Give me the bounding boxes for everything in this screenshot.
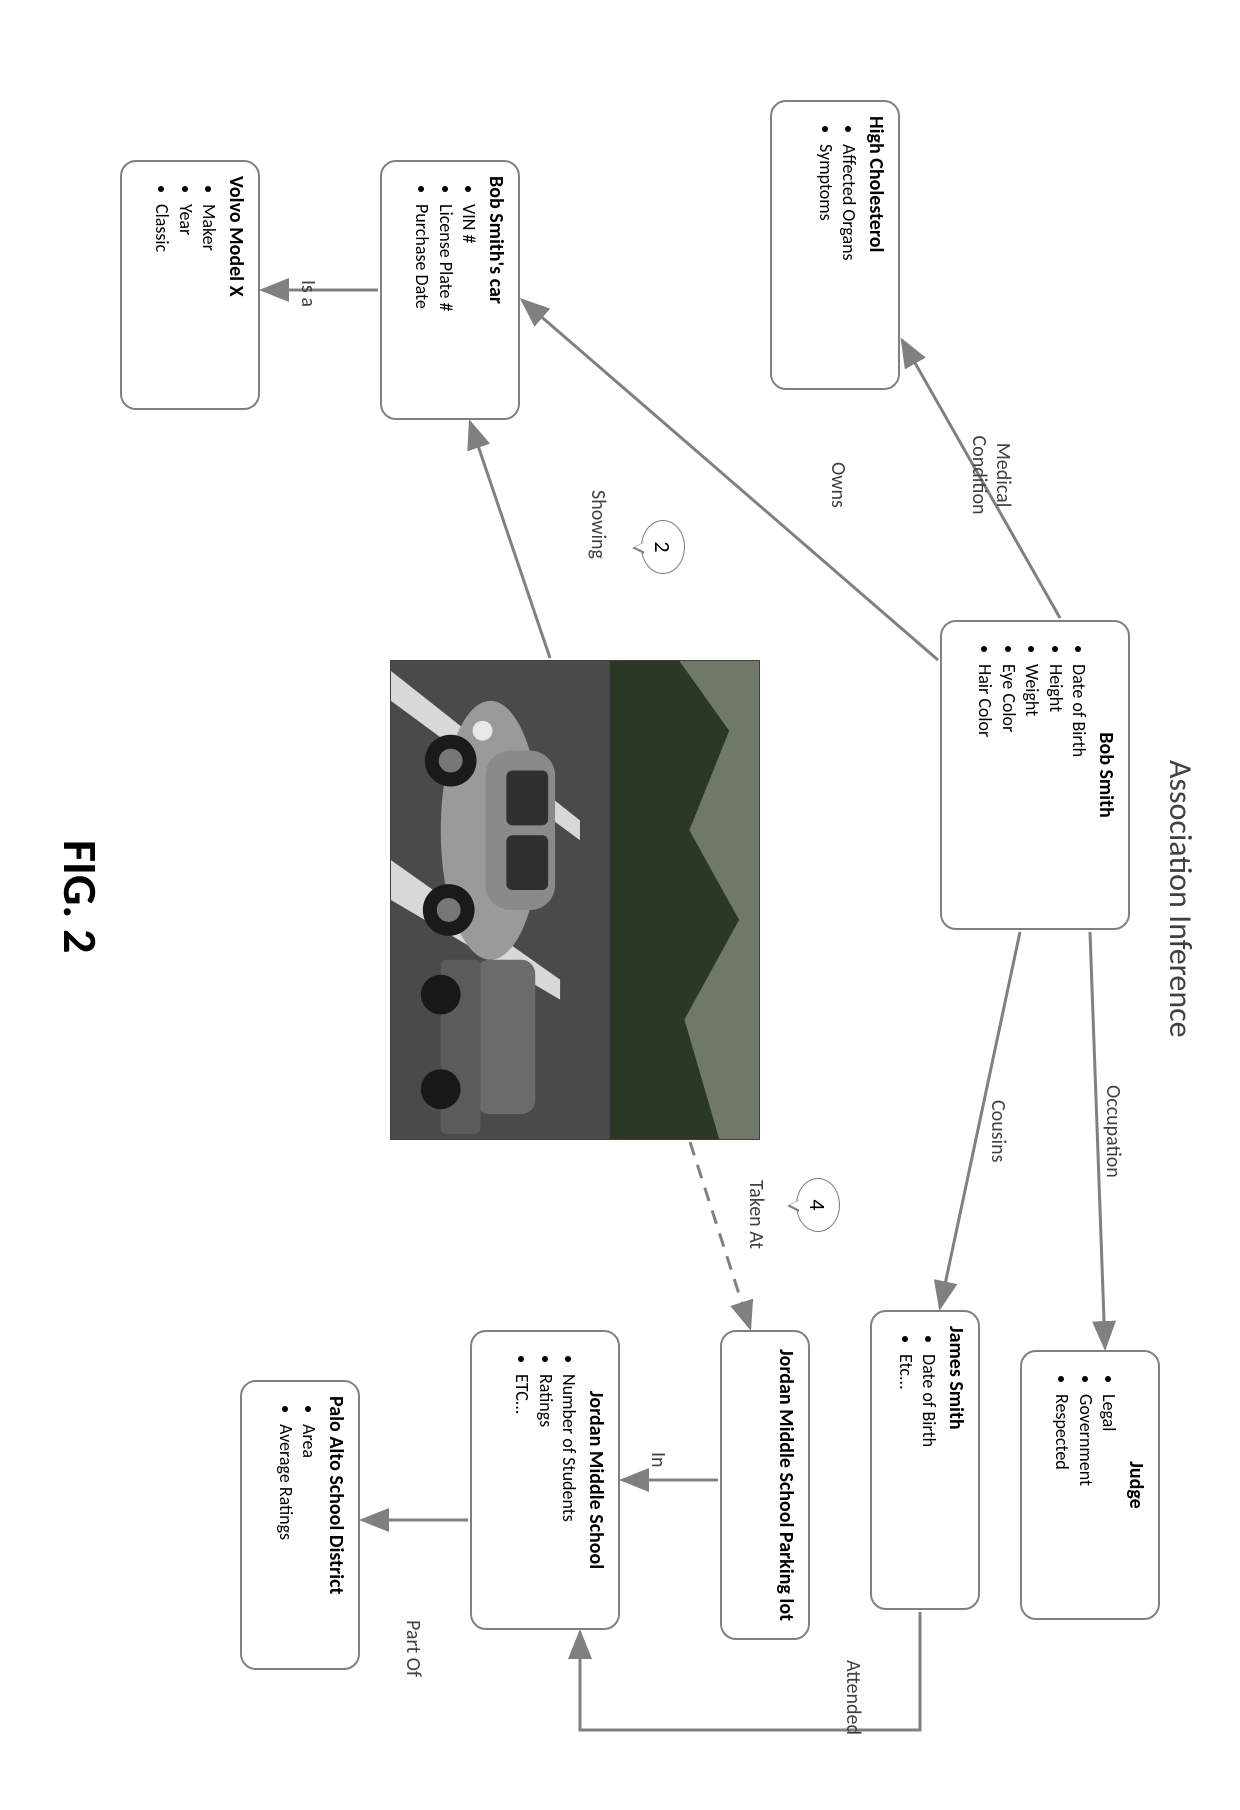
node-item: Ratings — [533, 1374, 556, 1614]
node-items: VIN #License Plate #Purchase Date — [410, 176, 480, 404]
node-title: James Smith — [944, 1326, 968, 1594]
figure-label: FIG. 2 — [51, 840, 110, 953]
edge-label-partof: Part Of — [401, 1620, 425, 1677]
node-item: Affected Organs — [837, 144, 860, 374]
node-title: Jordan Middle School — [584, 1346, 608, 1614]
node-title: Judge — [1124, 1366, 1148, 1604]
node-item: Symptoms — [813, 144, 836, 374]
diagram-title: Association Inference — [1161, 760, 1200, 1038]
node-volvo: Volvo Model XMakerYearClassic — [120, 160, 260, 410]
node-item: Eye Color — [996, 664, 1019, 914]
node-item: Date of Birth — [917, 1354, 940, 1594]
edge-showing — [470, 422, 550, 658]
edge-label-showing: Showing — [586, 490, 610, 559]
node-title: Bob Smith — [1094, 636, 1118, 914]
node-item: Weight — [1020, 664, 1043, 914]
node-item: VIN # — [457, 204, 480, 404]
node-item: Legal — [1097, 1394, 1120, 1604]
edge-label-attended: Attended — [841, 1660, 865, 1735]
node-title: Bob Smith's car — [484, 176, 508, 404]
node-item: Area — [297, 1424, 320, 1654]
edge-label-takenat: Taken At — [744, 1180, 768, 1249]
node-title: High Cholesterol — [864, 116, 888, 374]
edge-label-in: In — [646, 1452, 670, 1468]
edge-label-medical: Medical Condition — [967, 420, 1015, 530]
node-bob: Bob SmithDate of BirthHeightWeightEye Co… — [940, 620, 1130, 930]
node-item: Date of Birth — [1067, 664, 1090, 914]
edge-takenat — [690, 1142, 750, 1328]
node-judge: JudgeLegalGovernmentRespected — [1020, 1350, 1160, 1620]
node-item: Maker — [197, 204, 220, 394]
node-item: Year — [173, 204, 196, 394]
node-item: Height — [1043, 664, 1066, 914]
node-item: Purchase Date — [410, 204, 433, 404]
node-parking: Jordan Middle School Parking lot — [720, 1330, 810, 1640]
node-items: Date of BirthHeightWeightEye ColorHair C… — [973, 636, 1090, 914]
node-item: Average Ratings — [273, 1424, 296, 1654]
node-item: ETC... — [510, 1374, 533, 1614]
edge-label-cousins: Cousins — [986, 1100, 1010, 1162]
node-district: Palo Alto School DistrictAreaAverage Rat… — [240, 1380, 360, 1670]
node-cholesterol: High CholesterolAffected OrgansSymptoms — [770, 100, 900, 390]
node-item: Respected — [1050, 1394, 1073, 1604]
callout-2: 2 — [641, 520, 685, 574]
node-title: Volvo Model X — [224, 176, 248, 394]
node-items: LegalGovernmentRespected — [1050, 1366, 1120, 1604]
node-title: Palo Alto School District — [324, 1396, 348, 1654]
node-item: Classic — [150, 204, 173, 394]
node-items: Date of BirthEtc... — [893, 1326, 940, 1594]
node-item: Number of Students — [557, 1374, 580, 1614]
edge-label-isa: Is a — [296, 280, 320, 307]
node-jms: Jordan Middle SchoolNumber of StudentsRa… — [470, 1330, 620, 1630]
node-items: MakerYearClassic — [150, 176, 220, 394]
callout-4: 4 — [796, 1178, 840, 1232]
node-item: License Plate # — [433, 204, 456, 404]
node-item: Hair Color — [973, 664, 996, 914]
edge-label-owns: Owns — [826, 462, 850, 508]
node-items: AreaAverage Ratings — [273, 1396, 320, 1654]
node-item: Government — [1073, 1394, 1096, 1604]
node-items: Number of StudentsRatingsETC... — [510, 1346, 580, 1614]
node-car: Bob Smith's carVIN #License Plate #Purch… — [380, 160, 520, 420]
photo-parking-lot — [390, 660, 760, 1140]
edge-label-occupation: Occupation — [1101, 1085, 1125, 1178]
node-james: James SmithDate of BirthEtc... — [870, 1310, 980, 1610]
node-title: Jordan Middle School Parking lot — [774, 1346, 798, 1624]
node-item: Etc... — [893, 1354, 916, 1594]
node-items: Affected OrgansSymptoms — [813, 116, 860, 374]
